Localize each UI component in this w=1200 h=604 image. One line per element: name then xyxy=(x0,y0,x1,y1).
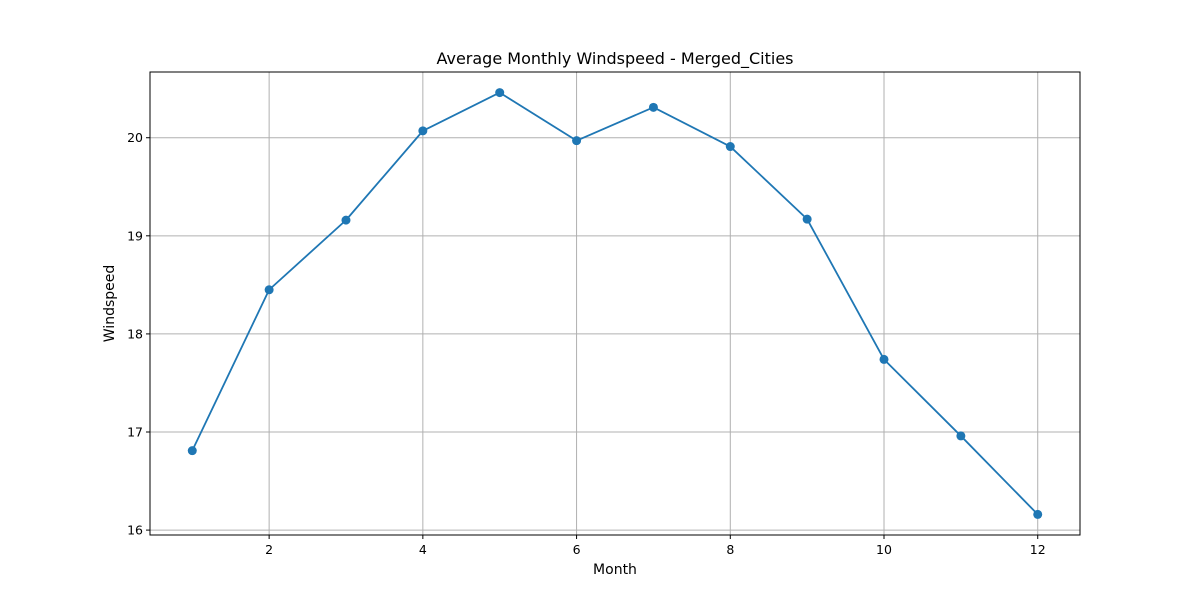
data-point xyxy=(1033,509,1043,519)
series-line xyxy=(191,91,1039,516)
x-tick-label: 2 xyxy=(265,542,273,557)
y-tick-label: 18 xyxy=(127,326,143,341)
x-tick-label: 4 xyxy=(419,542,427,557)
y-tick-label: 16 xyxy=(127,523,143,538)
data-point xyxy=(956,431,966,441)
x-tick-label: 6 xyxy=(573,542,581,557)
chart-title: Average Monthly Windspeed - Merged_Citie… xyxy=(436,49,793,69)
grid-lines xyxy=(150,72,1080,535)
data-point xyxy=(572,136,582,146)
data-point xyxy=(418,126,428,136)
x-tick-label: 8 xyxy=(726,542,734,557)
y-tick-label: 17 xyxy=(127,425,143,440)
y-tick-label: 19 xyxy=(127,228,143,243)
data-point xyxy=(802,214,812,224)
data-point xyxy=(187,446,197,456)
series-layer xyxy=(187,88,1043,519)
x-tick-label: 12 xyxy=(1030,542,1046,557)
data-point xyxy=(879,354,889,364)
y-tick-label: 20 xyxy=(127,130,143,145)
x-axis-label: Month xyxy=(593,562,637,578)
data-point xyxy=(725,142,735,152)
data-point xyxy=(264,285,274,295)
axis-ticks: 2 4 6 8 10 12 16 17 18 19 20 xyxy=(127,130,1046,557)
data-point xyxy=(495,88,505,98)
plot-area-frame xyxy=(149,71,1081,536)
y-axis-label: Windspeed xyxy=(102,265,118,342)
data-point xyxy=(648,102,658,112)
data-point xyxy=(341,215,351,225)
x-tick-label: 10 xyxy=(876,542,892,557)
